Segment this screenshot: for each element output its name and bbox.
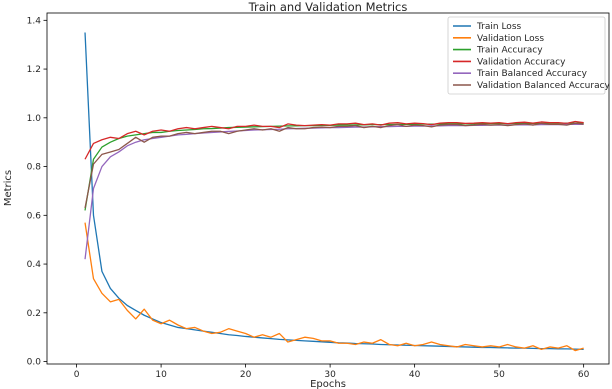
legend-label-validation-balanced-accuracy: Validation Balanced Accuracy xyxy=(477,81,611,91)
x-tick-label: 40 xyxy=(409,370,421,380)
y-tick-label: 1.2 xyxy=(27,65,41,75)
y-axis-label: Metrics xyxy=(3,170,14,206)
legend-label-train-accuracy: Train Accuracy xyxy=(476,46,543,56)
y-tick-label: 1.0 xyxy=(27,114,42,124)
y-tick-label: 1.4 xyxy=(27,16,42,26)
y-tick-label: 0.2 xyxy=(27,309,41,319)
x-tick-label: 10 xyxy=(155,370,167,380)
legend-label-validation-accuracy: Validation Accuracy xyxy=(477,57,566,67)
legend-frame xyxy=(447,16,606,95)
legend-label-validation-loss: Validation Loss xyxy=(477,34,544,44)
x-tick-label: 20 xyxy=(240,370,252,380)
series-lines xyxy=(84,32,584,352)
y-tick-label: 0.6 xyxy=(27,211,42,221)
series-line-validation-accuracy xyxy=(84,120,584,160)
x-tick-label: 50 xyxy=(493,370,505,380)
legend-label-train-balanced-accuracy: Train Balanced Accuracy xyxy=(476,69,588,79)
y-tick-label: 0.0 xyxy=(27,358,42,368)
x-tick-label: 60 xyxy=(578,370,590,380)
y-tick-label: 0.8 xyxy=(27,163,42,173)
x-tick-label: 0 xyxy=(74,370,80,380)
series-line-validation-balanced-accuracy xyxy=(84,122,584,209)
chart-title: Train and Validation Metrics xyxy=(248,0,408,14)
x-tick-label: 30 xyxy=(324,370,336,380)
x-axis-label: Epochs xyxy=(310,379,346,389)
series-line-validation-loss xyxy=(84,222,584,352)
axis-ticks: 0 10 20 30 40 50 60 0.0 0.2 0.4 0.6 0.8 1.0 1.2 1.4 xyxy=(27,16,590,380)
y-tick-label: 0.4 xyxy=(27,260,42,270)
legend-label-train-loss: Train Loss xyxy=(476,22,522,32)
